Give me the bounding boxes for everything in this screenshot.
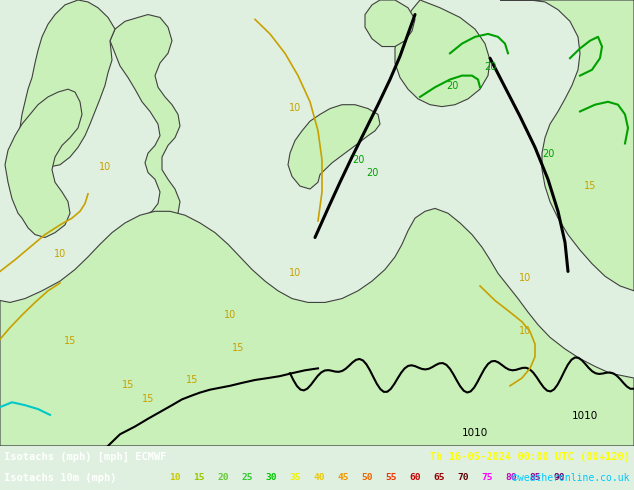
Text: 50: 50 xyxy=(361,473,373,483)
Text: 10: 10 xyxy=(289,103,301,114)
Text: 15: 15 xyxy=(122,380,134,390)
Text: 1010: 1010 xyxy=(462,428,488,438)
Text: 10: 10 xyxy=(289,268,301,278)
Text: 30: 30 xyxy=(265,473,277,483)
Text: 20: 20 xyxy=(484,62,496,72)
Polygon shape xyxy=(5,89,82,238)
Text: 85: 85 xyxy=(529,473,541,483)
Polygon shape xyxy=(288,105,380,189)
Text: 80: 80 xyxy=(505,473,517,483)
Text: 20: 20 xyxy=(446,81,458,91)
Text: 10: 10 xyxy=(519,273,531,283)
Text: 45: 45 xyxy=(337,473,349,483)
Text: 75: 75 xyxy=(481,473,493,483)
Text: 90: 90 xyxy=(553,473,565,483)
Text: 15: 15 xyxy=(193,473,205,483)
Polygon shape xyxy=(365,0,415,47)
Text: 60: 60 xyxy=(410,473,421,483)
Text: Isotachs 10m (mph): Isotachs 10m (mph) xyxy=(4,473,117,483)
Text: 10: 10 xyxy=(99,162,111,172)
Text: 20: 20 xyxy=(352,155,364,165)
Polygon shape xyxy=(395,0,490,107)
Polygon shape xyxy=(500,0,634,291)
Text: 55: 55 xyxy=(385,473,397,483)
Text: 10: 10 xyxy=(54,249,66,259)
Text: 15: 15 xyxy=(232,343,244,353)
Text: 20: 20 xyxy=(217,473,229,483)
Text: 65: 65 xyxy=(433,473,444,483)
Text: 15: 15 xyxy=(142,394,154,404)
Text: 10: 10 xyxy=(224,310,236,320)
Text: 70: 70 xyxy=(457,473,469,483)
Text: 15: 15 xyxy=(64,336,76,346)
Text: 35: 35 xyxy=(289,473,301,483)
Text: Th 16-05-2024 00:00 UTC (00+120): Th 16-05-2024 00:00 UTC (00+120) xyxy=(430,452,630,462)
Polygon shape xyxy=(0,208,634,446)
Text: 25: 25 xyxy=(242,473,253,483)
Text: 20: 20 xyxy=(542,149,554,159)
Text: Isotachs (mph) [mph] ECMWF: Isotachs (mph) [mph] ECMWF xyxy=(4,452,167,462)
Text: 10: 10 xyxy=(169,473,181,483)
Text: 40: 40 xyxy=(313,473,325,483)
Text: 20: 20 xyxy=(366,169,378,178)
Text: 15: 15 xyxy=(186,375,198,385)
Polygon shape xyxy=(20,0,115,167)
Polygon shape xyxy=(85,15,182,446)
Text: 10: 10 xyxy=(519,326,531,337)
Text: ©weatheronline.co.uk: ©weatheronline.co.uk xyxy=(512,473,630,483)
Text: 1010: 1010 xyxy=(572,411,598,421)
Text: 15: 15 xyxy=(584,181,596,191)
